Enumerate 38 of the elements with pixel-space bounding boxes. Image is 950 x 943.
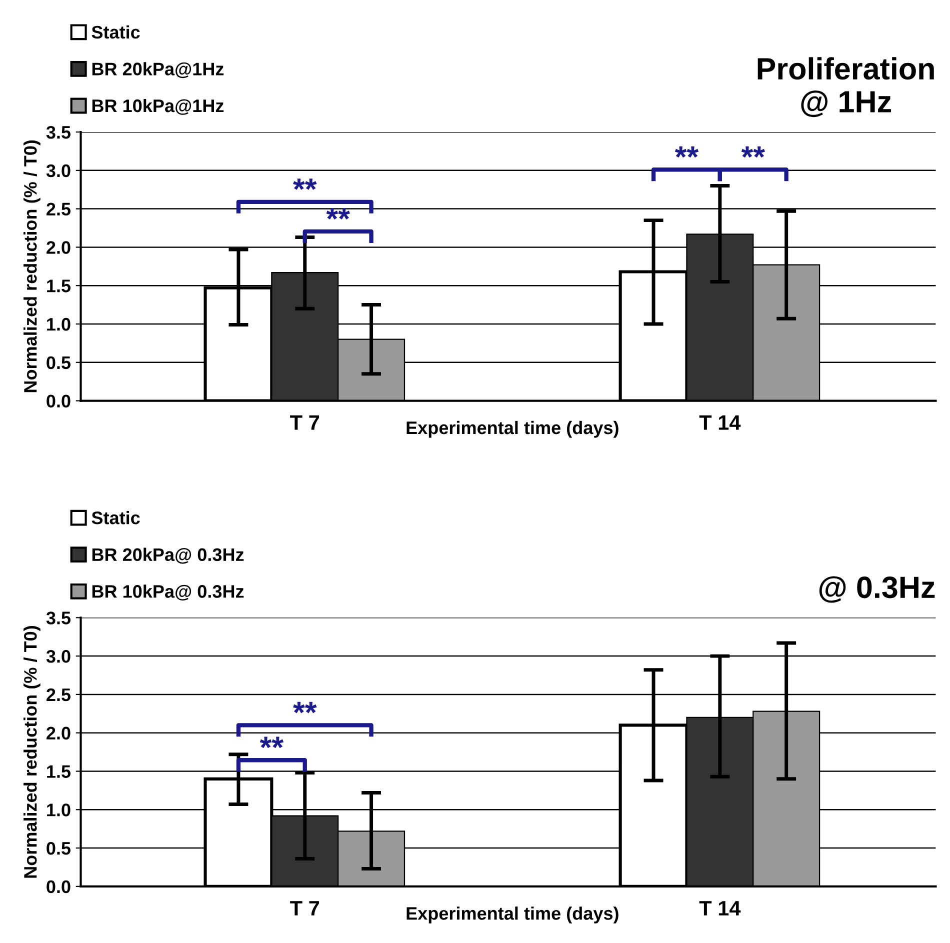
annotation: ** [293, 702, 317, 714]
y-tick-label: 0.5 [46, 356, 71, 370]
annotation: ** [326, 208, 350, 220]
y-tick-label: 2.5 [46, 688, 71, 702]
y-axis-title: Normalized reduction (% / T0) [24, 626, 40, 878]
y-tick-label: 3.0 [46, 650, 70, 663]
y-tick-label: 1.0 [47, 318, 70, 331]
legend-label: BR 10kPa@ 0.3Hz [92, 584, 244, 601]
y-tick-label: 2.5 [46, 202, 71, 216]
y-tick-label: 0.5 [46, 842, 71, 855]
x-axis-title: Experimental time (days) [406, 420, 618, 438]
annotation: ** [260, 736, 284, 748]
y-tick-label: 1.0 [47, 804, 70, 816]
x-tick-label: T 7 [290, 901, 320, 916]
y-tick-label: 1.5 [47, 280, 71, 292]
y-tick-label: 2.0 [46, 726, 70, 740]
legend-label: Static [92, 25, 140, 39]
y-axis-title: Normalized reduction (% / T0) [24, 140, 40, 392]
legend-label: BR 20kPa@ 0.3Hz [92, 548, 244, 564]
y-tick-label: 3.0 [46, 164, 70, 178]
x-tick-label: T 14 [699, 415, 741, 430]
y-tick-label: 0.0 [46, 394, 70, 408]
annotation: ** [674, 146, 699, 158]
y-tick-label: 1.5 [47, 765, 71, 778]
annotation: ** [741, 146, 765, 158]
y-tick-label: 2.0 [46, 241, 70, 254]
chart-title: Proliferation @ 1Hz [758, 57, 934, 118]
legend-label: BR 10kPa@1Hz [92, 98, 224, 115]
legend-label: Static [92, 511, 140, 524]
y-tick-label: 3.5 [46, 126, 71, 139]
chart-title: @ 0.3Hz [819, 576, 935, 603]
legend-label: BR 20kPa@1Hz [92, 62, 224, 78]
x-tick-label: T 7 [290, 415, 320, 430]
annotation: ** [293, 178, 317, 190]
x-axis-title: Experimental time (days) [406, 906, 618, 924]
y-tick-label: 0.0 [46, 880, 70, 894]
y-tick-label: 3.5 [46, 612, 71, 624]
x-tick-label: T 14 [699, 901, 741, 916]
